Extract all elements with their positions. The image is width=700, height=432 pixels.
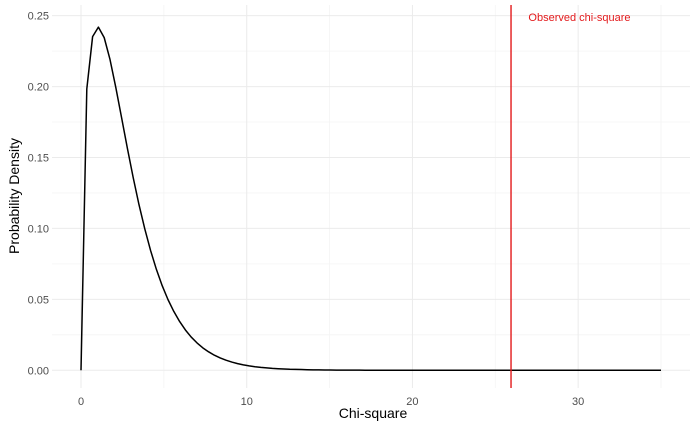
x-tick-label: 20 bbox=[406, 396, 418, 408]
y-tick-label: 0.25 bbox=[28, 11, 49, 23]
grid bbox=[52, 5, 690, 388]
y-tick-label: 0.00 bbox=[28, 365, 49, 377]
y-tick-label: 0.10 bbox=[28, 223, 49, 235]
y-tick-label: 0.20 bbox=[28, 82, 49, 94]
x-axis-title: Chi-square bbox=[339, 405, 408, 421]
x-tick-label: 0 bbox=[78, 396, 84, 408]
y-tick-label: 0.15 bbox=[28, 152, 49, 164]
y-tick-label: 0.05 bbox=[28, 294, 49, 306]
observed-chi-square-label: Observed chi-square bbox=[528, 12, 630, 24]
x-tick-label: 30 bbox=[572, 396, 584, 408]
x-tick-label: 10 bbox=[241, 396, 253, 408]
axes: Chi-square Probability Density 0 10 20 30 0.… bbox=[6, 11, 584, 421]
plot-area: Observed chi-square bbox=[80, 5, 661, 388]
y-axis-title: Probability Density bbox=[6, 138, 22, 254]
density-curve bbox=[80, 26, 661, 372]
